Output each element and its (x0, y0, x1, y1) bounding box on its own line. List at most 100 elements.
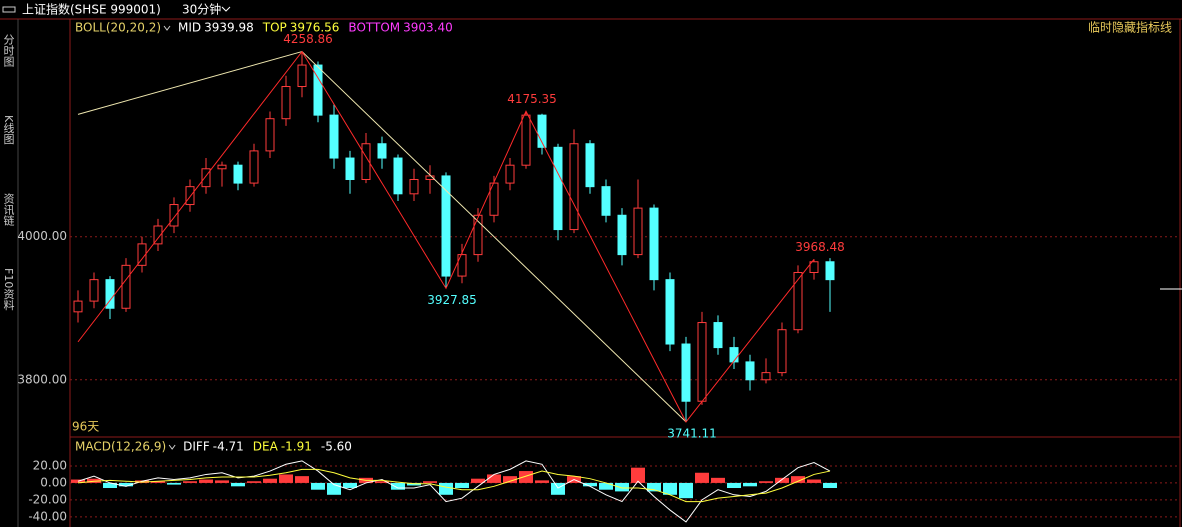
candle-body (569, 143, 579, 231)
macd-bar (215, 480, 229, 483)
candle-body (105, 279, 115, 309)
candle-body (713, 322, 723, 349)
sidebar-tab[interactable]: 资讯链 (2, 193, 15, 226)
peak-label: 3968.48 (795, 240, 845, 254)
candle-body (505, 164, 515, 184)
macd-bar (151, 481, 165, 483)
macd-bar (231, 482, 245, 487)
macd-bar (775, 477, 789, 483)
candle-body (377, 143, 387, 159)
candle-body (793, 271, 803, 331)
macd-bar (375, 481, 389, 483)
candle-body (121, 264, 131, 309)
candle-body (265, 118, 275, 152)
macd-bar (263, 478, 277, 483)
macd-bar (343, 482, 357, 489)
indicator-item-name: DIFF (183, 440, 210, 454)
sidebar-tab[interactable]: F10资料 (2, 268, 15, 311)
candle-body (601, 186, 611, 216)
macd-bar (615, 482, 629, 492)
macd-bar (103, 482, 117, 489)
macd-bar (119, 482, 133, 487)
hide-indicator-button[interactable]: 临时隐藏指标线 (1088, 20, 1172, 35)
diff-line (77, 460, 831, 523)
macd-bar (487, 474, 501, 483)
y-tick-label: 20.00 (33, 458, 67, 472)
trough-label: 3741.11 (667, 426, 717, 440)
candle-body (665, 279, 675, 345)
candle-body (473, 214, 483, 256)
indicator-item-value: -1.91 (281, 440, 312, 454)
macd-bar (791, 476, 805, 483)
trend-line (301, 51, 687, 423)
macd-bar (743, 482, 757, 487)
sidebar-tab[interactable]: 分时图 (2, 34, 15, 67)
candle-body (425, 175, 435, 181)
candle-body (521, 114, 531, 166)
macd-bar (247, 481, 261, 483)
security-title: 上证指数(SHSE 999001) (22, 2, 161, 17)
candle-body (537, 114, 547, 148)
macd-bar (503, 476, 517, 483)
macd-bar (823, 482, 837, 489)
indicator-item-value: 3976.56 (290, 21, 340, 35)
macd-bar (535, 480, 549, 483)
indicator-item-value: 3939.98 (204, 21, 254, 35)
indicator-item-value: -5.60 (321, 440, 352, 454)
zigzag-line (77, 50, 815, 423)
candle-body (745, 361, 755, 381)
y-tick-label: 3800.00 (17, 372, 67, 386)
candle-body (761, 372, 771, 381)
menu-icon[interactable] (2, 6, 16, 13)
candle-body (729, 347, 739, 363)
candle-body (153, 225, 163, 245)
top-bar (0, 0, 1182, 18)
period-selector[interactable]: 30分钟 (182, 2, 221, 17)
trough-label: 3927.85 (427, 293, 477, 307)
trend-line (77, 51, 303, 115)
macd-bar (663, 482, 677, 495)
candle-body (409, 179, 419, 195)
candle-body (249, 150, 259, 184)
macd-bar (599, 482, 613, 490)
candle-body (281, 86, 291, 120)
macd-bar (711, 477, 725, 483)
y-tick-label: 4000.00 (17, 229, 67, 243)
sidebar-tab[interactable]: K线图 (2, 115, 15, 145)
indicator-item-name: BOTTOM (348, 21, 400, 35)
macd-bar (167, 482, 181, 485)
indicator-item-value: 3903.40 (403, 21, 453, 35)
candle-body (777, 329, 787, 374)
candle-body (809, 261, 819, 273)
candle-body (697, 322, 707, 402)
dropdown-arrow[interactable] (221, 6, 231, 12)
candle-body (633, 207, 643, 256)
candle-body (313, 64, 323, 116)
macd-bar (391, 482, 405, 490)
candle-body (553, 146, 563, 231)
macd-bar (183, 481, 197, 483)
macd-bar (327, 482, 341, 495)
period-label: 96天 (72, 420, 99, 434)
dea-line (77, 468, 831, 503)
macd-bar (631, 467, 645, 483)
y-tick-label: -20.00 (28, 492, 67, 506)
candle-body (361, 143, 371, 181)
candle-body (89, 279, 99, 302)
indicator-item-value: -4.71 (213, 440, 244, 454)
candle-body (393, 157, 403, 195)
candle-body (617, 214, 627, 256)
candle-body (217, 164, 227, 170)
candle-body (345, 157, 355, 181)
macd-bar (439, 482, 453, 495)
candle-body (73, 300, 83, 313)
candle-body (649, 207, 659, 281)
macd-bar (759, 481, 773, 483)
macd-bar (311, 482, 325, 490)
macd-bar (519, 471, 533, 483)
candle-body (681, 343, 691, 402)
macd-bar (695, 472, 709, 483)
macd-bar (455, 482, 469, 489)
macd-bar (295, 476, 309, 483)
